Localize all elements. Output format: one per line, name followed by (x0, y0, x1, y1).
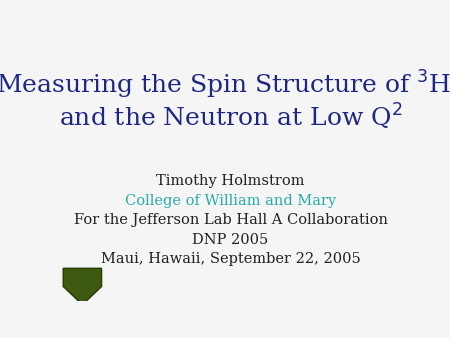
Text: College of William and Mary: College of William and Mary (125, 194, 336, 208)
Text: Maui, Hawaii, September 22, 2005: Maui, Hawaii, September 22, 2005 (101, 252, 360, 266)
Text: DNP 2005: DNP 2005 (193, 233, 269, 247)
Text: Timothy Holmstrom: Timothy Holmstrom (157, 174, 305, 188)
Text: For the Jefferson Lab Hall A Collaboration: For the Jefferson Lab Hall A Collaborati… (74, 213, 387, 227)
Text: Measuring the Spin Structure of $^3$He: Measuring the Spin Structure of $^3$He (0, 69, 450, 101)
Polygon shape (63, 268, 102, 305)
Text: and the Neutron at Low Q$^2$: and the Neutron at Low Q$^2$ (59, 101, 402, 131)
